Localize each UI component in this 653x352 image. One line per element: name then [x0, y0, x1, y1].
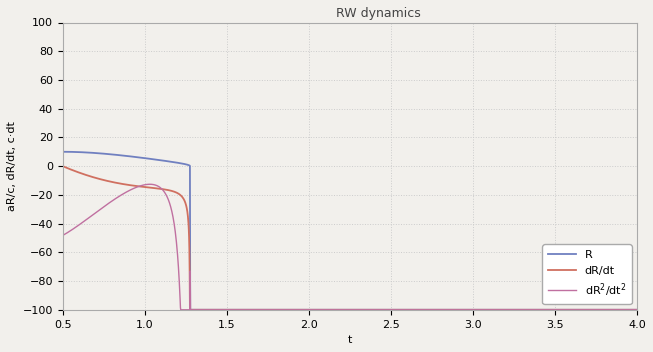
dR/dt — [338, 308, 346, 312]
R — [511, 308, 519, 312]
Legend: R, dR/dt, dR$^2$/dt$^2$: R, dR/dt, dR$^2$/dt$^2$ — [542, 244, 631, 304]
dR/dt — [633, 308, 641, 312]
dR$^2$/dt$^2$ — [633, 308, 641, 312]
dR$^2$/dt$^2$ — [323, 308, 331, 312]
Y-axis label: aR/c, dR/dt, c·dt: aR/c, dR/dt, c·dt — [7, 121, 17, 211]
R — [616, 308, 624, 312]
dR/dt — [617, 308, 625, 312]
R — [88, 151, 96, 155]
R — [338, 308, 346, 312]
dR/dt — [88, 175, 96, 179]
dR$^2$/dt$^2$ — [512, 308, 520, 312]
Line: dR$^2$/dt$^2$: dR$^2$/dt$^2$ — [63, 184, 637, 310]
dR$^2$/dt$^2$ — [617, 308, 625, 312]
Line: R: R — [63, 152, 637, 310]
Line: dR/dt: dR/dt — [63, 166, 637, 310]
R — [59, 150, 67, 154]
dR$^2$/dt$^2$ — [146, 182, 154, 186]
dR/dt — [616, 308, 624, 312]
R — [617, 308, 625, 312]
dR$^2$/dt$^2$ — [617, 308, 625, 312]
dR$^2$/dt$^2$ — [177, 308, 185, 312]
dR/dt — [186, 308, 194, 312]
R — [633, 308, 641, 312]
R — [186, 308, 194, 312]
dR/dt — [323, 308, 331, 312]
dR$^2$/dt$^2$ — [339, 308, 347, 312]
Title: RW dynamics: RW dynamics — [336, 7, 421, 20]
X-axis label: t: t — [347, 335, 352, 345]
dR/dt — [511, 308, 519, 312]
dR$^2$/dt$^2$ — [88, 213, 96, 218]
R — [323, 308, 331, 312]
dR/dt — [59, 164, 67, 168]
dR$^2$/dt$^2$ — [59, 233, 67, 238]
